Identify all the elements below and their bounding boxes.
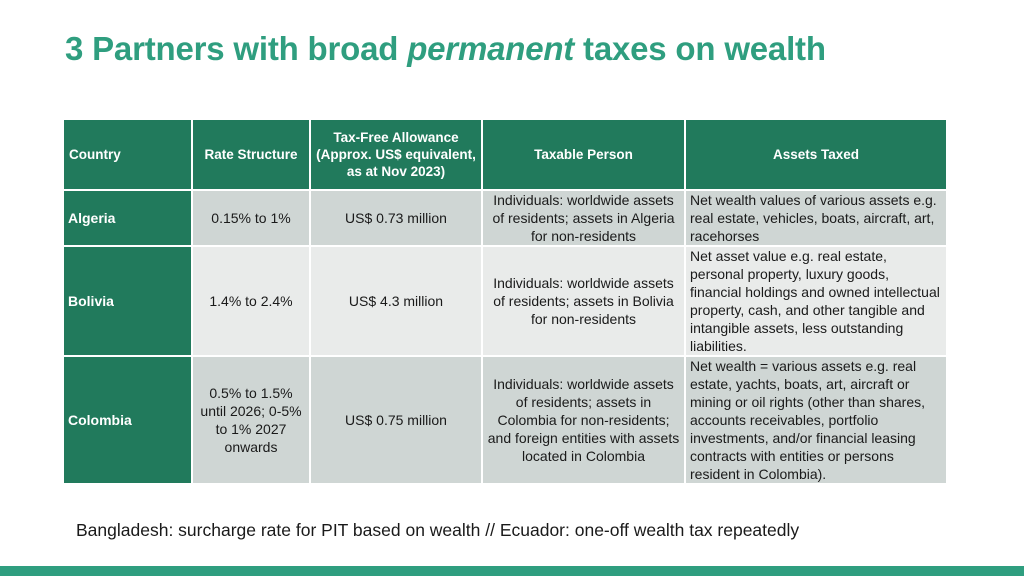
taxable-person-cell: Individuals: worldwide assets of residen… xyxy=(481,189,686,247)
header-row: Country Rate Structure Tax-Free Allowanc… xyxy=(62,118,948,191)
header-taxable-person: Taxable Person xyxy=(481,118,686,191)
allowance-cell: US$ 4.3 million xyxy=(309,245,483,357)
header-country: Country xyxy=(62,118,193,191)
footnote: Bangladesh: surcharge rate for PIT based… xyxy=(76,520,800,540)
taxable-person-cell: Individuals: worldwide assets of residen… xyxy=(481,355,686,485)
wealth-tax-table: Country Rate Structure Tax-Free Allowanc… xyxy=(62,118,948,485)
bottom-accent-bar xyxy=(0,566,1024,576)
country-cell: Colombia xyxy=(62,355,193,485)
country-cell: Algeria xyxy=(62,189,193,247)
title-emphasis: permanent xyxy=(407,30,575,67)
title-prefix: 3 Partners with broad xyxy=(65,30,408,67)
rate-cell: 1.4% to 2.4% xyxy=(191,245,311,357)
taxable-person-cell: Individuals: worldwide assets of residen… xyxy=(481,245,686,357)
table-row: Colombia 0.5% to 1.5% until 2026; 0-5% t… xyxy=(62,355,948,485)
assets-taxed-cell: Net wealth = various assets e.g. real es… xyxy=(684,355,948,485)
country-cell: Bolivia xyxy=(62,245,193,357)
header-assets-taxed: Assets Taxed xyxy=(684,118,948,191)
slide-title: 3 Partners with broad permanent taxes on… xyxy=(65,30,826,68)
assets-taxed-cell: Net wealth values of various assets e.g.… xyxy=(684,189,948,247)
table-row: Algeria 0.15% to 1% US$ 0.73 million Ind… xyxy=(62,189,948,247)
allowance-cell: US$ 0.75 million xyxy=(309,355,483,485)
assets-taxed-cell: Net asset value e.g. real estate, person… xyxy=(684,245,948,357)
header-tax-free-allowance: Tax-Free Allowance (Approx. US$ equivale… xyxy=(309,118,483,191)
rate-cell: 0.5% to 1.5% until 2026; 0-5% to 1% 2027… xyxy=(191,355,311,485)
title-suffix: taxes on wealth xyxy=(574,30,826,67)
rate-cell: 0.15% to 1% xyxy=(191,189,311,247)
header-rate-structure: Rate Structure xyxy=(191,118,311,191)
table-row: Bolivia 1.4% to 2.4% US$ 4.3 million Ind… xyxy=(62,245,948,357)
allowance-cell: US$ 0.73 million xyxy=(309,189,483,247)
